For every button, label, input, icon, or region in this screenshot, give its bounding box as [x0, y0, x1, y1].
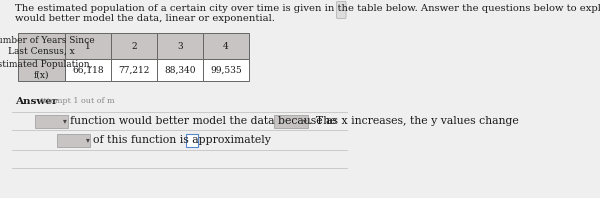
Bar: [57, 133, 91, 147]
Bar: [203, 59, 249, 81]
Text: 99,535: 99,535: [210, 66, 242, 74]
Text: function would better model the data because as x increases, the y values change: function would better model the data bec…: [70, 116, 519, 126]
Bar: [274, 114, 308, 128]
Text: would better model the data, linear or exponential.: would better model the data, linear or e…: [15, 14, 275, 23]
Bar: [185, 133, 198, 147]
Bar: [111, 33, 157, 59]
Text: 3: 3: [177, 42, 183, 50]
Bar: [35, 114, 68, 128]
Text: 1: 1: [85, 42, 91, 50]
Text: Attempt 1 out of m: Attempt 1 out of m: [38, 97, 115, 105]
Text: . The: . The: [310, 116, 337, 126]
Bar: [111, 59, 157, 81]
Bar: [65, 33, 111, 59]
Bar: [157, 59, 203, 81]
Bar: [157, 33, 203, 59]
Text: ▾: ▾: [64, 116, 67, 126]
Bar: [65, 59, 111, 81]
Text: Answer: Answer: [15, 97, 57, 106]
Text: 2: 2: [131, 42, 137, 50]
Bar: [18, 33, 65, 59]
Text: 88,340: 88,340: [164, 66, 196, 74]
Text: 66,118: 66,118: [73, 66, 104, 74]
Text: 4: 4: [223, 42, 229, 50]
Text: ▾: ▾: [303, 116, 307, 126]
FancyBboxPatch shape: [337, 2, 346, 18]
Bar: [18, 59, 65, 81]
Text: The estimated population of a certain city over time is given in the table below: The estimated population of a certain ci…: [15, 4, 600, 13]
Text: Number of Years Since
Last Census, x: Number of Years Since Last Census, x: [0, 36, 94, 56]
Text: of this function is approximately: of this function is approximately: [93, 135, 271, 145]
Bar: [203, 33, 249, 59]
Text: Estimated Population,
f(x): Estimated Population, f(x): [0, 60, 92, 80]
Text: 77,212: 77,212: [118, 66, 150, 74]
Text: ▾: ▾: [86, 135, 89, 145]
